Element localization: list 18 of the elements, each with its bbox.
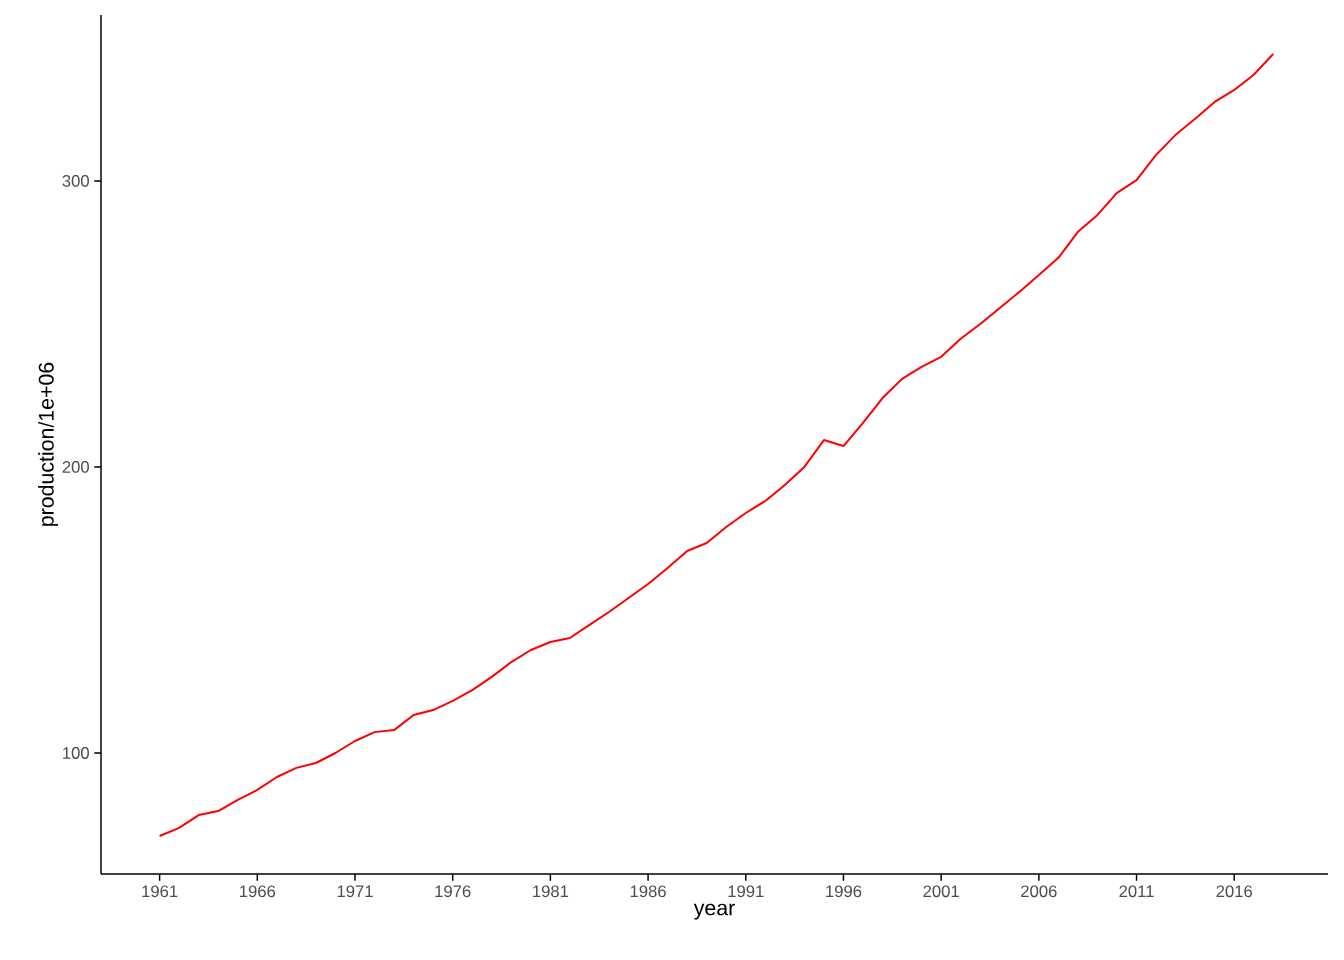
x-tick-label: 1966 — [240, 885, 276, 898]
x-tick-label: 1971 — [337, 885, 373, 898]
y-tick-label: 100 — [63, 747, 89, 759]
line-series — [158, 52, 1275, 837]
x-tick-label: 2001 — [923, 885, 959, 898]
y-tick-label: 200 — [62, 461, 89, 473]
x-axis-title: year — [693, 903, 735, 920]
x-tick-label: 1976 — [435, 885, 471, 898]
y-tick-label: 300 — [62, 175, 89, 187]
y-axis-title: production/1e+06 — [38, 362, 58, 526]
x-tick-label: 1996 — [826, 885, 862, 898]
x-tick-label: 1981 — [533, 885, 569, 898]
x-tick-label: 1961 — [142, 885, 178, 898]
x-tick-label: 2016 — [1216, 885, 1253, 898]
x-tick-label: 2006 — [1021, 885, 1057, 898]
x-tick-label: 1991 — [728, 885, 764, 898]
x-tick-label: 2011 — [1119, 885, 1154, 898]
x-tick-label: 1986 — [630, 885, 666, 898]
